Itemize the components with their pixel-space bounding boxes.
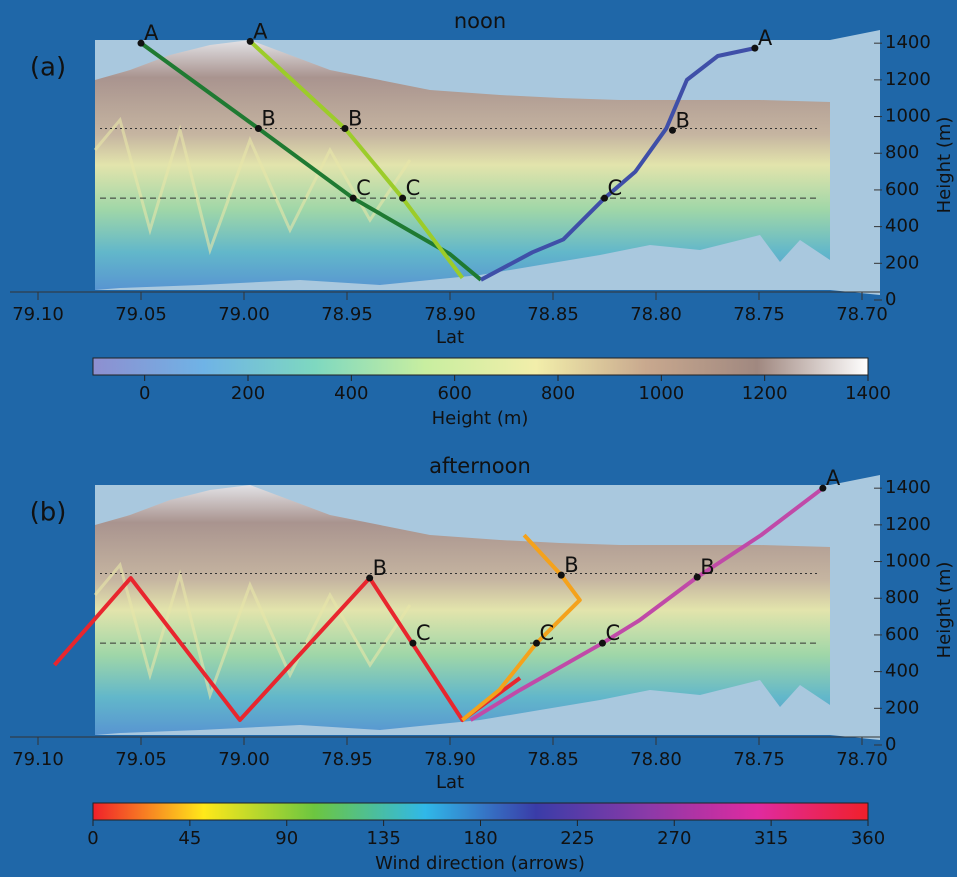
x-tick-label: 78.85 [527,749,579,770]
panel-label: (a) [30,53,66,83]
point-label: A [758,26,773,50]
colorbar-label: Wind direction (arrows) [375,853,585,874]
y-tick-label: 1000 [885,106,931,127]
figure: noon (a) 79.10 79.05 79.00 78.95 78.90 78.85 78.… [0,0,957,877]
colorbar-tick-label: 270 [657,828,691,849]
y-tick-label: 800 [885,142,919,163]
colorbar-tick-label: 45 [178,828,201,849]
colorbar-tick-label: 800 [541,383,575,404]
x-tick-label: 78.70 [836,749,888,770]
colorbar-tick-label: 360 [851,828,885,849]
x-axis-label: Lat [436,772,464,793]
colorbar-tick-label: 90 [275,828,298,849]
point-label: A [826,466,841,490]
colorbar-tick-label: 180 [463,828,497,849]
point-label: C [608,176,623,200]
x-tick-label: 78.90 [424,304,476,325]
point-label: C [605,621,620,645]
colorbar-tick-label: 225 [560,828,594,849]
colorbar-tick-label: 315 [754,828,788,849]
point-label: B [700,555,714,579]
y-tick-label: 400 [885,661,919,682]
point-label: C [356,176,371,200]
y-tick-label: 1000 [885,551,931,572]
x-tick-label: 78.70 [836,304,888,325]
x-tick-label: 79.10 [12,304,64,325]
y-tick-label: 1200 [885,69,931,90]
colorbar-tick-label: 1000 [638,383,684,404]
x-tick-label: 79.10 [12,749,64,770]
y-tick-label: 0 [885,734,896,755]
y-tick-label: 600 [885,179,919,200]
x-tick-label: 78.75 [733,749,785,770]
colorbar [93,803,868,820]
point-label: B [373,556,387,580]
x-tick-label: 79.05 [115,304,167,325]
y-axis-label: Height (m) [934,117,955,214]
colorbar-tick-label: 1400 [845,383,891,404]
panel-label: (b) [30,498,67,528]
y-tick-label: 400 [885,216,919,237]
y-tick-label: 800 [885,587,919,608]
panel-a-background [10,8,882,352]
point-label: B [348,106,362,130]
x-tick-label: 78.85 [527,304,579,325]
x-tick-label: 78.80 [630,304,682,325]
y-tick-label: 600 [885,624,919,645]
y-tick-label: 200 [885,252,919,273]
colorbar-tick-label: 200 [231,383,265,404]
x-tick-label: 79.00 [218,749,270,770]
colorbar-tick-label: 0 [139,383,150,404]
point-label: B [564,553,578,577]
y-tick-label: 0 [885,289,896,310]
colorbar-tick-label: 0 [87,828,98,849]
point-label: C [540,621,555,645]
chart-title: noon [454,9,506,33]
colorbar-label: Height (m) [432,408,529,429]
point-label: B [261,106,275,130]
x-tick-label: 79.05 [115,749,167,770]
panel-b-background [10,453,882,797]
colorbar-tick-label: 1200 [742,383,788,404]
point-label: A [253,19,268,43]
x-tick-label: 79.00 [218,304,270,325]
point-label: A [144,21,159,45]
x-tick-label: 78.95 [321,749,373,770]
x-tick-label: 78.75 [733,304,785,325]
colorbar-tick-label: 600 [437,383,471,404]
point-label: C [416,621,431,645]
y-tick-label: 1400 [885,32,931,53]
y-axis-label: Height (m) [934,562,955,659]
x-tick-label: 78.95 [321,304,373,325]
x-axis-label: Lat [436,327,464,348]
y-tick-label: 200 [885,697,919,718]
chart-title: afternoon [429,454,531,478]
colorbar [93,358,868,375]
point-label: C [406,176,421,200]
x-tick-label: 78.80 [630,749,682,770]
point-label: B [675,108,689,132]
y-tick-label: 1400 [885,477,931,498]
x-tick-label: 78.90 [424,749,476,770]
y-tick-label: 1200 [885,514,931,535]
colorbar-tick-label: 135 [366,828,400,849]
colorbar-tick-label: 400 [334,383,368,404]
